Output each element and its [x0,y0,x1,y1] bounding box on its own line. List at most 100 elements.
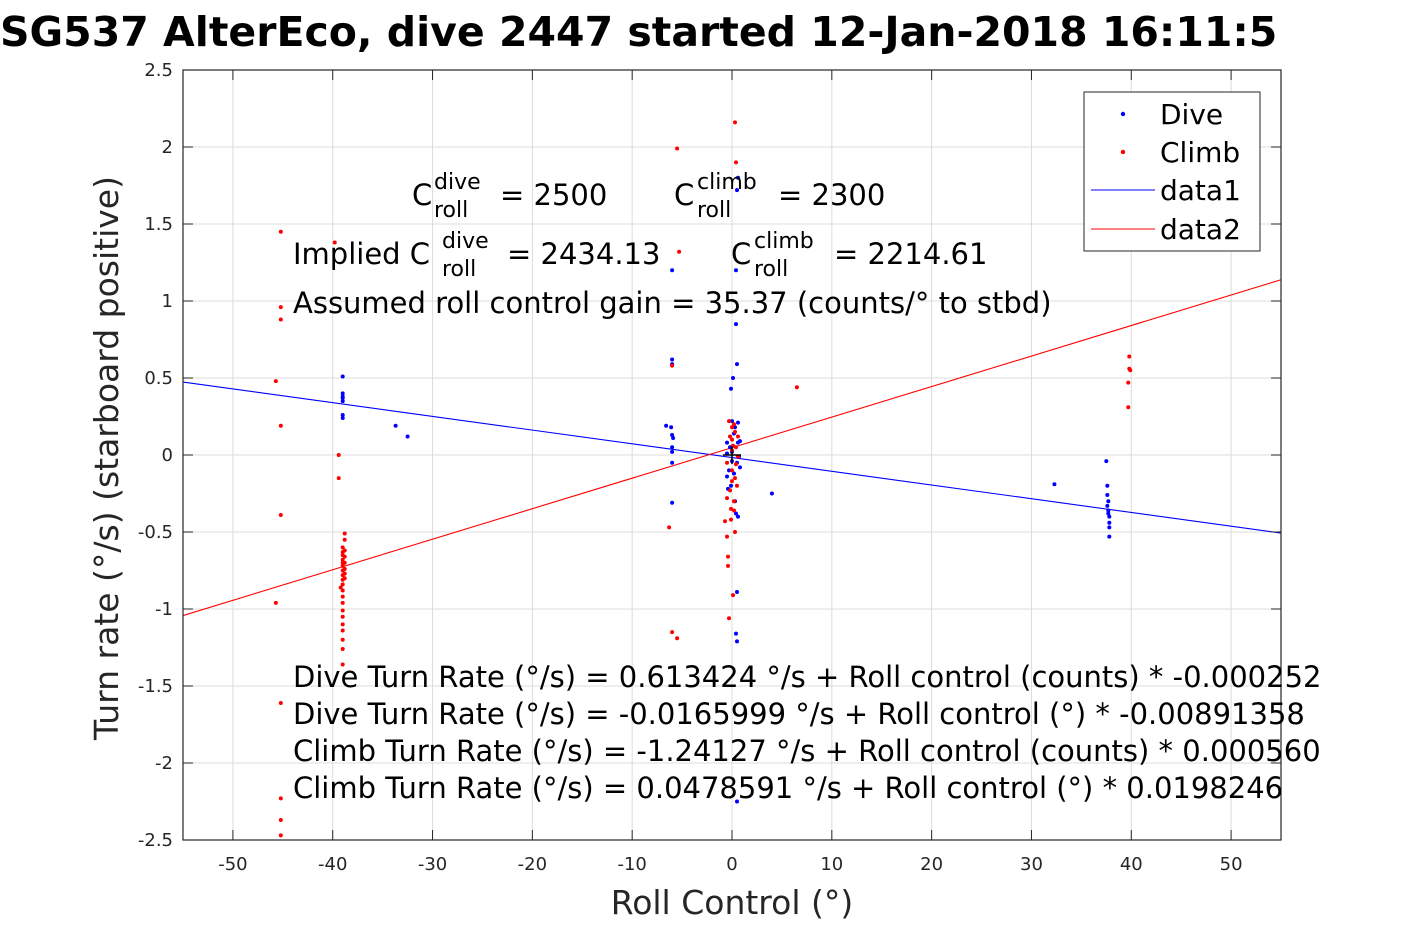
annotation-implied-dive-value: = 2434.13 [507,237,660,271]
dive-point [340,412,345,417]
climb-point [340,608,345,613]
dive-point [670,357,675,362]
dive-point [725,440,730,445]
climb-point [340,563,345,568]
climb-point [273,600,278,605]
dive-point [340,391,345,396]
annotation-c-dive-subscript: roll [434,198,468,223]
dive-point [735,420,740,425]
dive-point [733,511,738,516]
climb-point [278,513,283,518]
climb-point [794,385,799,390]
dive-point [340,396,345,401]
climb-point [340,600,345,605]
climb-point [1126,405,1131,410]
legend-dive-label: Dive [1160,98,1223,131]
climb-point [278,817,283,822]
climb-point [273,379,278,384]
dive-point [670,449,675,454]
climb-point [336,453,341,457]
dive-point [670,445,675,450]
dive-point [734,799,739,804]
dive-point [1107,534,1112,539]
dive-point [1105,483,1110,488]
series-climb [273,120,1133,838]
annotation-implied-climb-superscript: climb [754,229,814,254]
y-tick-label: -0.5 [138,522,173,543]
climb-point [340,647,345,652]
climb-point [342,560,347,565]
dive-point [1106,511,1111,516]
dive-point [731,471,736,476]
climb-point [340,628,345,633]
dive-point [405,434,410,439]
annotation-roll-gain: Assumed roll control gain = 35.37 (count… [293,286,1052,320]
dive-point [725,474,730,479]
x-tick-labels: -50 -40 -30 -20 -10 0 10 20 30 40 50 [218,854,1242,875]
dive-point [340,399,345,404]
climb-point [733,462,738,467]
climb-point [340,557,345,562]
climb-point [727,616,732,621]
y-tick-label: 0.5 [144,368,173,389]
climb-point [730,437,734,442]
dive-point [1107,525,1112,530]
x-tick-label: -10 [617,854,646,875]
climb-point [1126,380,1131,385]
y-tick-label: 0 [162,445,173,466]
climb-point [278,700,283,705]
climb-point [726,563,731,568]
climb-point [342,571,347,576]
climb-point [729,506,734,511]
dive-point [734,639,739,644]
annotation-c-climb-subscript: roll [697,198,731,223]
annotation-c-roll-dive: C dive roll = 2500 [412,170,607,223]
fit-equation-dive-degrees: Dive Turn Rate (°/s) = -0.0165999 °/s + … [293,697,1305,731]
climb-point [732,429,737,434]
dive-point [732,425,737,430]
dive-point [730,376,735,380]
climb-point [731,499,736,504]
y-tick-label: -1.5 [138,676,173,697]
dive-point [671,436,676,441]
climb-point [342,531,347,536]
dive-point [729,386,734,391]
x-tick-label: -50 [218,854,247,875]
x-tick-label: 50 [1220,854,1243,875]
fit-equation-climb-counts: Climb Turn Rate (°/s) = -1.24127 °/s + R… [293,734,1321,768]
legend-dive-marker [1120,111,1126,117]
climb-point [667,525,672,530]
climb-point [726,554,731,559]
annotation-implied-climb-subscript: roll [754,257,788,282]
x-tick-label: 0 [726,854,737,875]
legend-climb-marker [1120,149,1126,155]
center-markers [723,446,741,464]
dive-point [728,445,733,450]
dive-point [769,491,774,496]
fit-equation-climb-degrees: Climb Turn Rate (°/s) = 0.0478591 °/s + … [293,771,1283,805]
dive-point [340,374,345,379]
dive-point [1107,514,1112,519]
climb-point [677,249,682,254]
dive-point [737,465,742,470]
dive-point [664,423,669,428]
annotation-c-dive-superscript: dive [434,170,481,195]
x-tick-label: 40 [1120,854,1143,875]
dive-point [730,419,734,424]
x-tick-label: 10 [820,854,843,875]
climb-point [340,545,345,550]
dive-point [670,460,675,465]
dive-point [670,268,675,273]
x-tick-label: -20 [518,854,547,875]
annotation-implied-prefix: Implied C [293,237,430,271]
climb-point [336,476,341,481]
climb-point [729,517,734,522]
annotation-implied-climb-value: = 2214.61 [834,237,987,271]
climb-point [733,445,738,450]
y-tick-label: -2.5 [138,830,173,851]
climb-point [278,305,283,310]
climb-point [1128,368,1133,373]
climb-point [1127,354,1132,359]
